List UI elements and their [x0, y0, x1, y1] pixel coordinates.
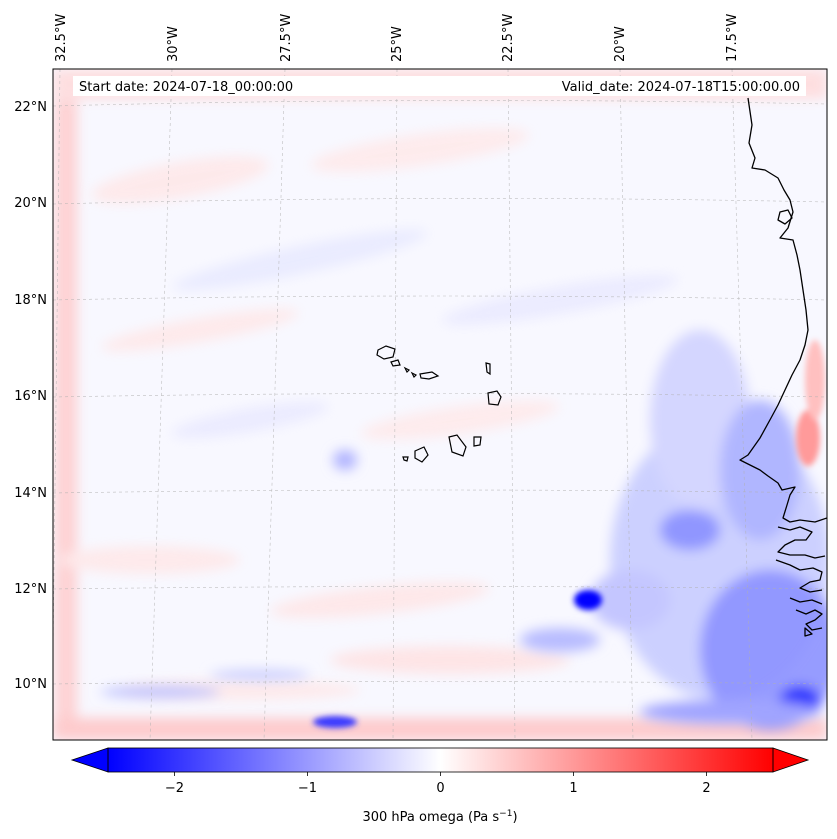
valid-date-text: Valid_date: 2024-07-18T15:00:00.00	[562, 80, 800, 95]
lat-label: 10°N	[14, 677, 47, 692]
longitude-labels: 32.5°W 30°W 27.5°W 25°W 22.5°W 20°W 17.5…	[54, 14, 740, 62]
lon-label: 32.5°W	[54, 14, 69, 62]
cape-verde-islands	[376, 345, 502, 463]
lon-label: 20°W	[613, 26, 628, 62]
graticule	[53, 69, 827, 740]
lat-label: 18°N	[14, 293, 47, 308]
header-band	[73, 76, 806, 96]
lon-label: 22.5°W	[501, 14, 516, 62]
lon-label: 17.5°W	[725, 14, 740, 62]
lat-label: 22°N	[14, 100, 47, 115]
colorbar-extend-high	[772, 747, 810, 773]
colorbar-tick-label: 0	[436, 781, 444, 796]
colorbar: −2 −1 0 1 2 300 hPa omega (Pa s−1)	[70, 747, 810, 825]
lat-label: 14°N	[14, 486, 47, 501]
map-frame	[52, 68, 828, 741]
lon-label: 25°W	[390, 26, 405, 62]
colorbar-tick-label: 1	[569, 781, 577, 796]
start-date-text: Start date: 2024-07-18_00:00:00	[79, 80, 293, 95]
lon-label: 30°W	[166, 26, 181, 62]
lat-label: 20°N	[14, 196, 47, 211]
colorbar-body	[108, 748, 773, 772]
colorbar-ticks: −2 −1 0 1 2	[165, 772, 711, 796]
colorbar-tick-label: 2	[702, 781, 710, 796]
lat-label: 16°N	[14, 389, 47, 404]
lat-label: 12°N	[14, 582, 47, 597]
colorbar-tick-label: −1	[298, 781, 317, 796]
lon-label: 27.5°W	[279, 14, 294, 62]
coastline	[739, 97, 827, 637]
colorbar-label: 300 hPa omega (Pa s−1)	[362, 809, 517, 825]
colorbar-tick-label: −2	[165, 781, 184, 796]
colorbar-extend-low	[70, 747, 109, 773]
latitude-labels: 22°N 20°N 18°N 16°N 14°N 12°N 10°N	[14, 100, 47, 692]
omega-field	[53, 69, 827, 740]
